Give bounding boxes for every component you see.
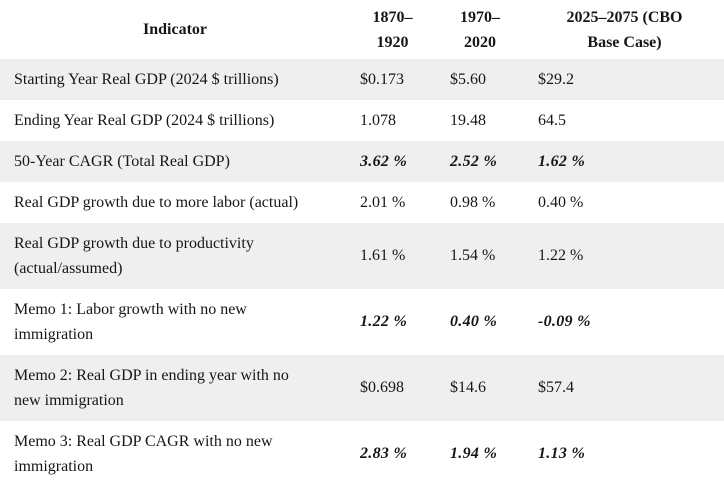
table-row: Memo 1: Labor growth with no new immigra…: [0, 289, 724, 355]
row-value-1870-1920: 1.22 %: [350, 289, 435, 355]
row-value-1870-1920: 1.078: [350, 100, 435, 141]
row-value-1970-2020: 2.52 %: [435, 141, 525, 182]
row-value-1870-1920: 2.83 %: [350, 421, 435, 487]
row-value-2025-2075: 1.62 %: [525, 141, 724, 182]
row-value-1970-2020: 0.40 %: [435, 289, 525, 355]
row-indicator-label: Real GDP growth due to more labor (actua…: [0, 182, 350, 223]
row-indicator-label: Memo 1: Labor growth with no new immigra…: [0, 289, 350, 355]
row-value-1970-2020: 19.48: [435, 100, 525, 141]
row-value-1870-1920: 1.61 %: [350, 223, 435, 289]
row-value-2025-2075: 0.40 %: [525, 182, 724, 223]
row-indicator-label: 50-Year CAGR (Total Real GDP): [0, 141, 350, 182]
row-value-1970-2020: $5.60: [435, 59, 525, 100]
table-header: Indicator 1870– 1920 1970– 2020 2025–207…: [0, 0, 724, 59]
row-indicator-label: Real GDP growth due to productivity (act…: [0, 223, 350, 289]
row-indicator-label: Ending Year Real GDP (2024 $ trillions): [0, 100, 350, 141]
col-header-2025-2075-cbo: 2025–2075 (CBO Base Case): [525, 0, 724, 59]
row-value-1870-1920: $0.698: [350, 355, 435, 421]
header-row: Indicator 1870– 1920 1970– 2020 2025–207…: [0, 0, 724, 59]
row-value-2025-2075: -0.09 %: [525, 289, 724, 355]
row-value-1970-2020: 0.98 %: [435, 182, 525, 223]
table-row: Ending Year Real GDP (2024 $ trillions) …: [0, 100, 724, 141]
row-value-1970-2020: $14.6: [435, 355, 525, 421]
table-row: Starting Year Real GDP (2024 $ trillions…: [0, 59, 724, 100]
table-row: Real GDP growth due to productivity (act…: [0, 223, 724, 289]
row-value-1970-2020: 1.54 %: [435, 223, 525, 289]
table-row: Memo 2: Real GDP in ending year with no …: [0, 355, 724, 421]
table-row: Real GDP growth due to more labor (actua…: [0, 182, 724, 223]
row-value-2025-2075: $29.2: [525, 59, 724, 100]
row-value-1870-1920: $0.173: [350, 59, 435, 100]
table-row: 50-Year CAGR (Total Real GDP) 3.62 % 2.5…: [0, 141, 724, 182]
row-value-2025-2075: 1.22 %: [525, 223, 724, 289]
row-value-1970-2020: 1.94 %: [435, 421, 525, 487]
table-row: Memo 3: Real GDP CAGR with no new immigr…: [0, 421, 724, 487]
row-indicator-label: Starting Year Real GDP (2024 $ trillions…: [0, 59, 350, 100]
row-value-1870-1920: 2.01 %: [350, 182, 435, 223]
col-header-1970-2020: 1970– 2020: [435, 0, 525, 59]
row-indicator-label: Memo 3: Real GDP CAGR with no new immigr…: [0, 421, 350, 487]
col-header-indicator: Indicator: [0, 0, 350, 59]
row-value-1870-1920: 3.62 %: [350, 141, 435, 182]
row-value-2025-2075: 1.13 %: [525, 421, 724, 487]
row-value-2025-2075: $57.4: [525, 355, 724, 421]
col-header-1870-1920: 1870– 1920: [350, 0, 435, 59]
table-body: Starting Year Real GDP (2024 $ trillions…: [0, 59, 724, 487]
row-indicator-label: Memo 2: Real GDP in ending year with no …: [0, 355, 350, 421]
row-value-2025-2075: 64.5: [525, 100, 724, 141]
